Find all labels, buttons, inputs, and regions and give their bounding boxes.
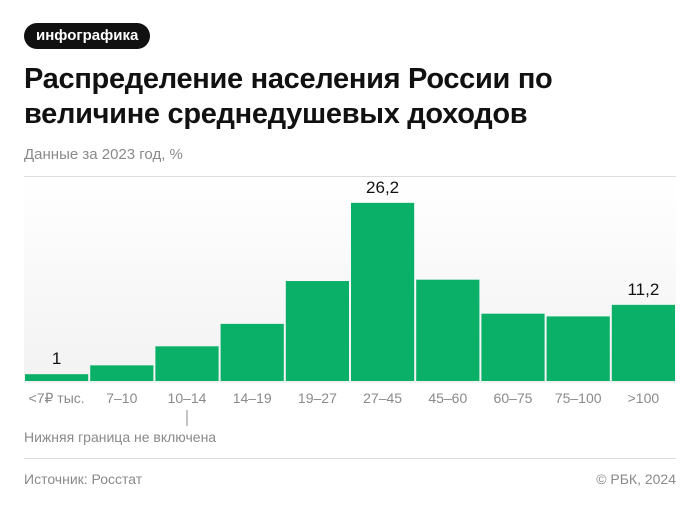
copyright: © РБК, 2024: [596, 471, 676, 487]
bar-5: [351, 202, 415, 381]
bar-2: [155, 346, 219, 381]
value-label-5: 26,2: [366, 178, 399, 197]
bar-chart: <7₽ тыс. 7–10 10–14 14–19 19–27 27–45 45–60 60–…: [24, 178, 675, 445]
top-divider: [24, 176, 676, 177]
x-tick-label-3: 14–19: [233, 390, 272, 406]
infographic-badge: инфографика: [24, 23, 151, 49]
x-tick-label-4: 19–27: [298, 390, 337, 406]
x-tick-label-6: 45–60: [428, 390, 467, 406]
bar-6: [416, 279, 480, 381]
bar-3: [220, 323, 284, 381]
x-tick-label-9: >100: [628, 390, 660, 406]
bar-1: [90, 365, 154, 381]
bar-9: [611, 304, 675, 381]
bar-8: [546, 316, 610, 381]
chart-title: Распределение населения России по величи…: [24, 63, 553, 130]
x-tick-label-5: 27–45: [363, 390, 402, 406]
bar-0: [25, 374, 89, 381]
chart-subtitle: Данные за 2023 год, %: [24, 146, 183, 163]
value-label-9: 11,2: [627, 280, 659, 299]
bar-4: [285, 281, 349, 381]
x-tick-label-0: <7₽ тыс.: [29, 390, 85, 406]
x-tick-label-7: 60–75: [494, 390, 533, 406]
bottom-divider: [24, 458, 676, 459]
value-label-0: 1: [52, 349, 61, 368]
bar-7: [481, 313, 545, 381]
annotation-text: Нижняя граница не включена: [24, 429, 216, 445]
x-tick-label-2: 10–14: [168, 390, 207, 406]
x-tick-label-8: 75–100: [555, 390, 602, 406]
source-note: Источник: Росстат: [24, 471, 143, 487]
x-tick-label-1: 7–10: [106, 390, 137, 406]
